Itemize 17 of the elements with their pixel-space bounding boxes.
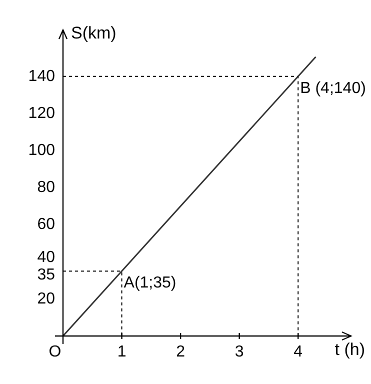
y-axis-title: S(km) [71,24,116,43]
x-tick-label: 1 [117,343,126,360]
y-tick-label: 20 [37,290,56,308]
y-tick-label: 80 [37,179,56,196]
x-tick-label: 3 [234,343,244,360]
y-tick-label: 60 [37,216,56,234]
x-tick-label: O [48,343,62,360]
x-axis-title: t (h) [334,340,365,360]
y-tick-label: 100 [28,142,56,159]
x-tick-label: 4 [294,343,303,360]
y-tick-label: 120 [28,104,56,122]
annotation: A(1;35) [124,274,176,292]
y-tick-label: 40 [37,249,56,266]
x-tick-label: 2 [176,343,186,360]
y-tick-label: 35 [37,266,56,284]
annotation: B (4;140) [300,80,366,97]
y-tick-label: 140 [28,68,56,85]
